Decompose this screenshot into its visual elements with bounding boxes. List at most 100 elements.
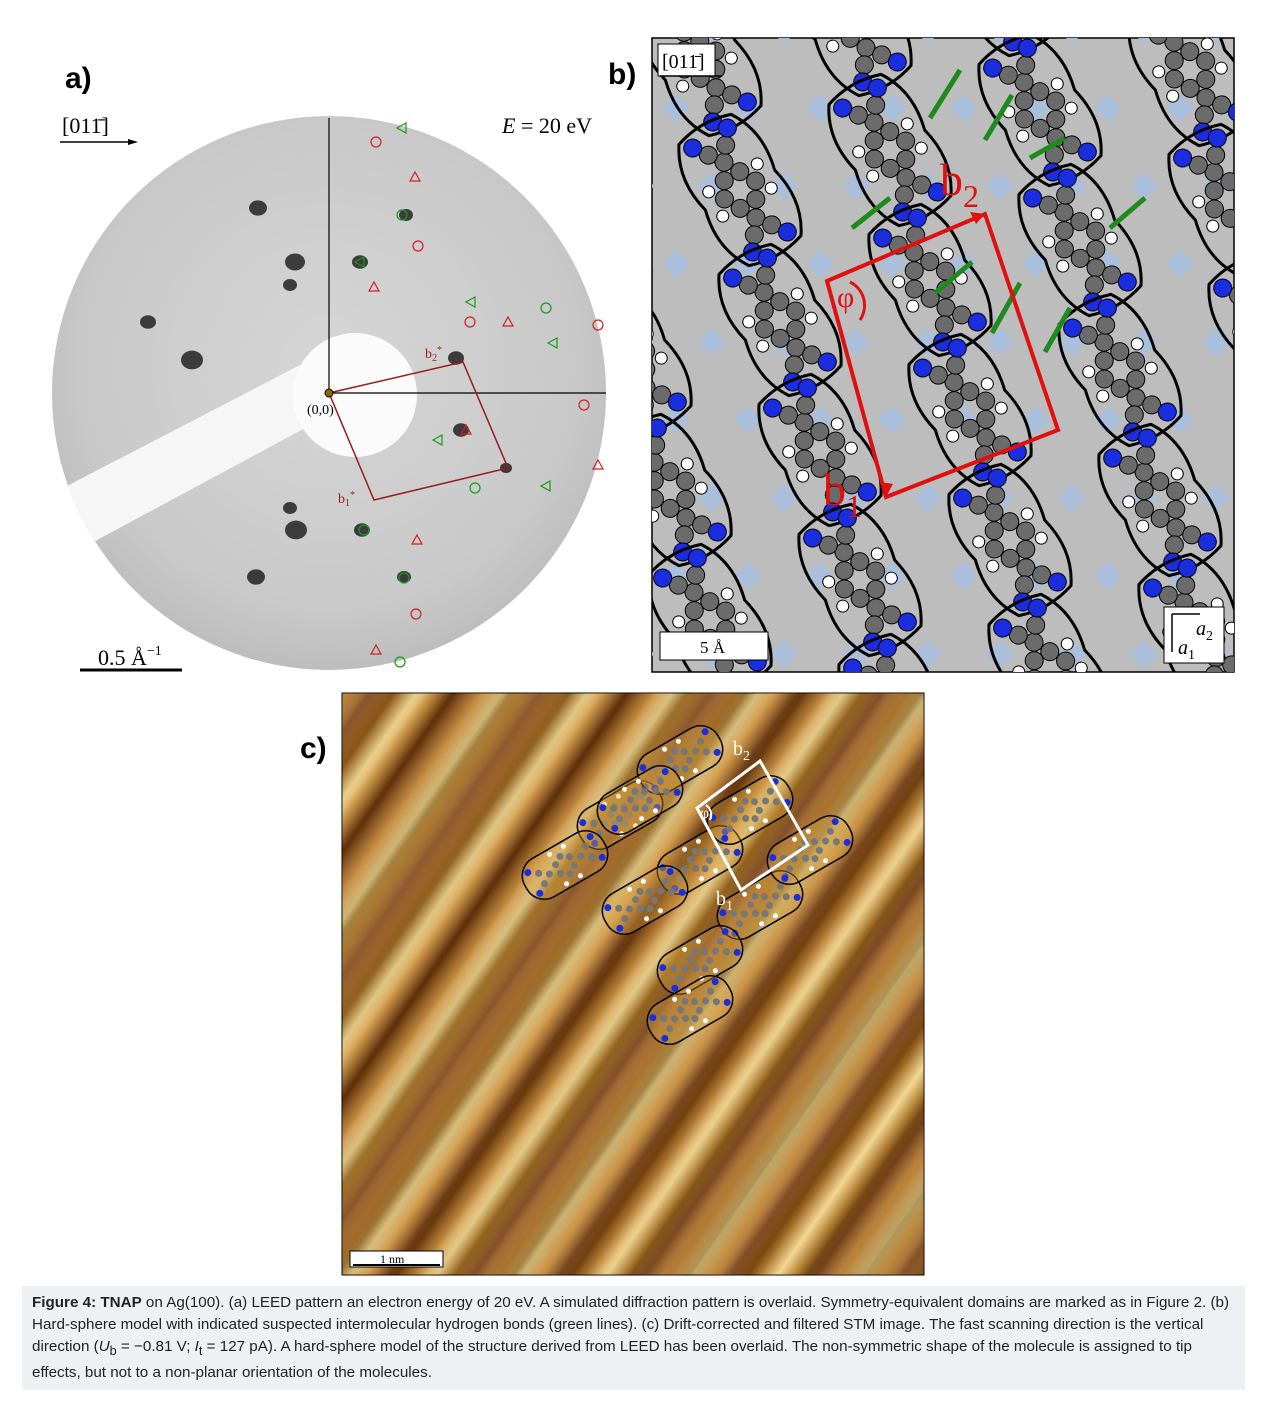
nitrogen-atom: [565, 156, 590, 181]
caption-symbol: U: [99, 1338, 110, 1355]
caption-subscript: b: [110, 1344, 117, 1358]
energy-symbol: E: [501, 113, 516, 138]
origin-label: (0,0): [307, 403, 334, 418]
caption-text: = 127 pA). A hard-sphere model of the st…: [32, 1338, 1192, 1381]
nitrogen-atom: [625, 260, 650, 285]
hydrogen-atom: [485, 0, 501, 4]
scale-sup: −1: [147, 644, 162, 659]
caption-text: = −0.81 V;: [117, 1338, 195, 1355]
molecule-outline: [435, 0, 585, 57]
hydrogen-atom: [573, 90, 589, 106]
angle-label: φ: [700, 805, 709, 822]
nitrogen-atom: [660, 0, 685, 4]
label-sub: 2: [743, 749, 750, 764]
carbon-atom: [602, 320, 627, 345]
carbon-atom: [988, 0, 1013, 11]
nitrogen-atom: [1035, 10, 1060, 35]
angle-label: φ: [837, 281, 854, 314]
nitrogen-atom: [590, 280, 615, 305]
energy-label: E = 20 eV: [501, 113, 592, 138]
substrate-hollow: [1238, 94, 1265, 122]
carbon-atom: [1232, 233, 1257, 258]
diffraction-spot: [140, 315, 156, 329]
carbon-atom: [553, 79, 578, 104]
nitrogen-atom: [610, 436, 635, 461]
nitrogen-atom: [605, 286, 630, 311]
hydrogen-atom: [631, 484, 647, 500]
energy-value: = 20 eV: [515, 113, 592, 138]
hydrogen-atom: [599, 196, 615, 212]
carbon-atom: [592, 263, 617, 288]
label-sub: 2: [963, 178, 979, 214]
molecule-outline: [1235, 373, 1265, 546]
hydrogen-atom: [975, 0, 991, 14]
carbon-atom: [1249, 223, 1265, 248]
carbon-atom: [594, 245, 619, 270]
nitrogen-atom: [1200, 680, 1225, 705]
carbon-atom: [1258, 299, 1265, 324]
hydrogen-atom: [859, 0, 875, 2]
carbon-atom: [1242, 290, 1265, 315]
label-sub: 1: [1188, 648, 1195, 663]
label-sub: 1: [726, 899, 733, 914]
carbon-atom: [506, 53, 531, 78]
diffraction-spot: [283, 502, 297, 514]
substrate-hollow: [626, 16, 654, 44]
carbon-atom: [562, 190, 587, 215]
substrate-hollow: [626, 172, 654, 200]
molecule: [435, 0, 585, 57]
figure-caption: Figure 4: TNAP on Ag(100). (a) LEED patt…: [22, 1286, 1245, 1390]
carbon-atom: [1234, 197, 1259, 222]
carbon-atom: [529, 0, 554, 17]
panel-c: c) b2 b1 φ 1 nm: [300, 693, 924, 1275]
carbon-atom: [538, 69, 563, 94]
hydrogen-atom: [511, 94, 527, 110]
diffraction-spot: [181, 351, 203, 370]
carbon-atom: [1258, 336, 1265, 361]
panel-label: c): [300, 732, 327, 765]
carbon-atom: [1002, 13, 1027, 38]
substrate-hollow: [626, 484, 654, 512]
carbon-atom: [1052, 703, 1077, 728]
nitrogen-atom: [490, 46, 515, 71]
direction-label: [011̄]: [62, 113, 109, 138]
carbon-atom: [578, 199, 603, 224]
nitrogen-atom: [1130, 16, 1155, 41]
carbon-atom: [609, 253, 634, 278]
carbon-atom: [1019, 3, 1044, 28]
nitrogen-atom: [525, 26, 550, 51]
label-base: a: [1196, 618, 1206, 640]
nitrogen-atom: [1150, 0, 1175, 14]
scale-bar-label: 5 Å: [700, 638, 726, 657]
carbon-atom: [578, 236, 603, 261]
beam-blob: [293, 333, 417, 457]
carbon-atom: [1163, 13, 1188, 38]
carbon-atom: [1242, 308, 1265, 333]
substrate-hollow: [626, 640, 654, 668]
label-base: b: [940, 154, 963, 205]
carbon-atom: [656, 13, 681, 38]
nitrogen-atom: [545, 0, 570, 24]
carbon-atom: [603, 303, 628, 328]
label-base: b: [338, 492, 345, 507]
carbon-atom: [822, 0, 847, 5]
carbon-atom: [1243, 273, 1265, 298]
hydrogen-atom: [1025, 688, 1041, 704]
scale-base: 0.5 Å: [98, 645, 147, 670]
carbon-atom: [512, 3, 537, 28]
direction-arrowhead: [128, 139, 138, 145]
substrate-hollow: [1238, 562, 1265, 590]
molecule-outline: [1075, 0, 1225, 27]
carbon-atom: [602, 338, 627, 363]
nitrogen-atom: [510, 20, 535, 45]
diffraction-spot: [399, 209, 413, 221]
carbon-atom: [972, 0, 997, 1]
carbon-atom: [522, 60, 547, 85]
label-sup: *: [350, 490, 355, 501]
carbon-atom: [546, 183, 571, 208]
origin-dot: [325, 389, 333, 397]
diffraction-spot: [249, 200, 267, 215]
carbon-atom: [1242, 327, 1265, 352]
nitrogen-atom: [1165, 0, 1190, 20]
carbon-atom: [872, 670, 897, 695]
